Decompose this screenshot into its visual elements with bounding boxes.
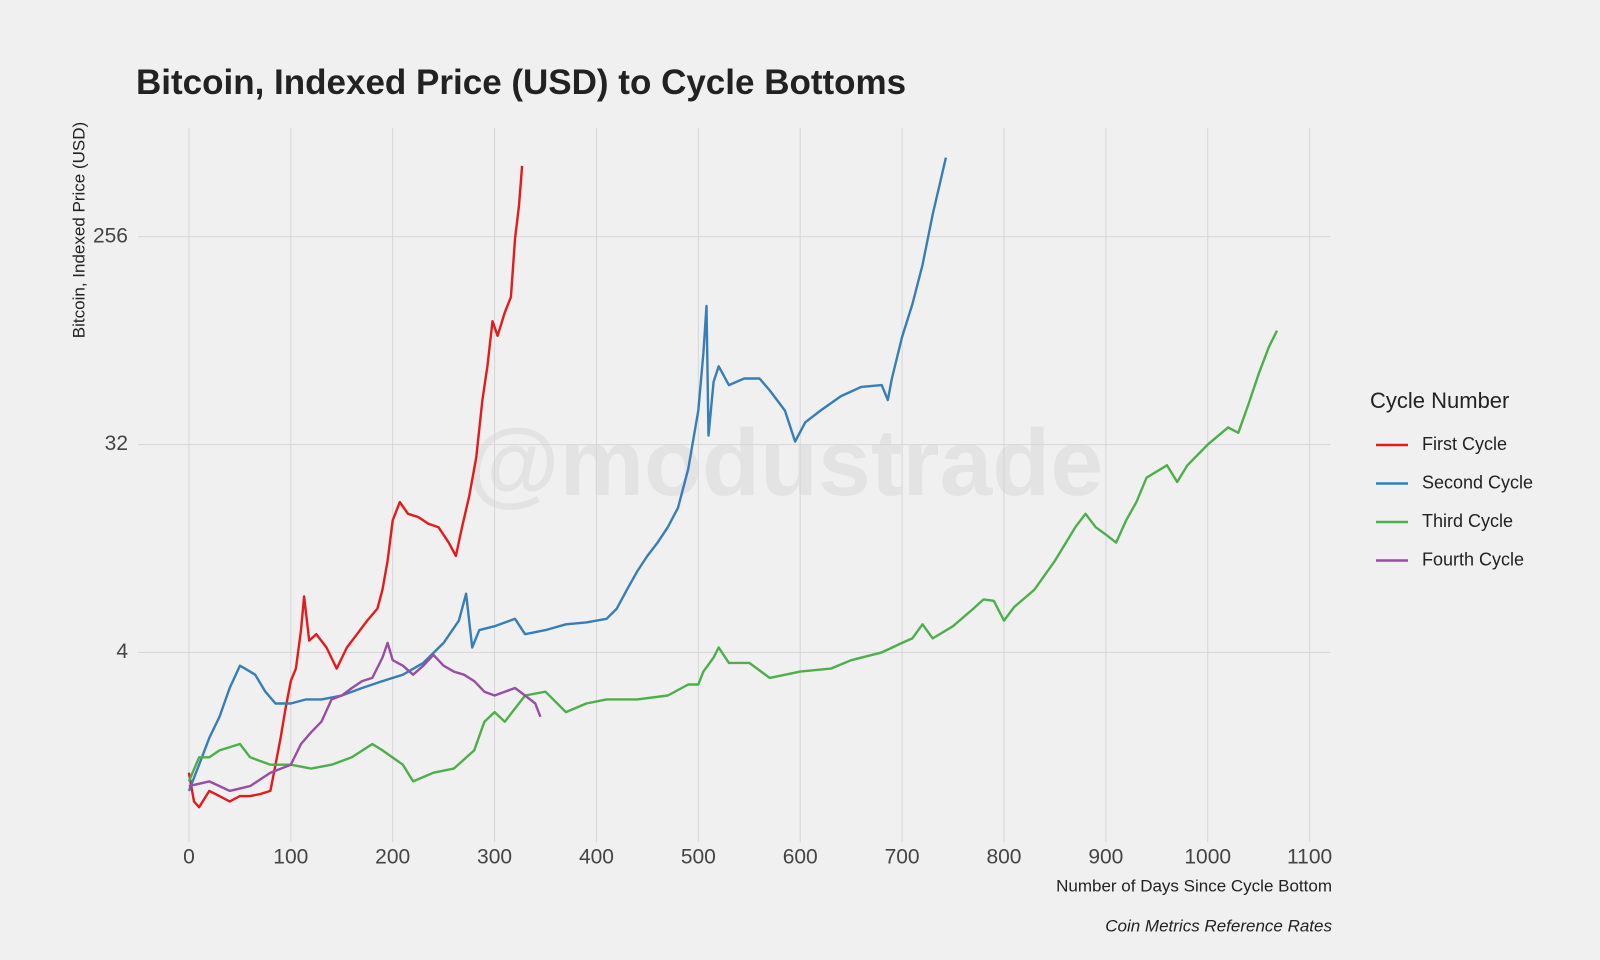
chart-title: Bitcoin, Indexed Price (USD) to Cycle Bo… [136, 63, 906, 102]
legend-label: Second Cycle [1422, 472, 1533, 492]
legend-label: Third Cycle [1422, 511, 1513, 531]
x-tick-label: 1000 [1184, 846, 1231, 869]
x-tick-label: 500 [681, 846, 716, 869]
y-tick-label: 32 [105, 432, 128, 455]
series-line [188, 641, 542, 793]
series-line [187, 165, 524, 809]
x-tick-label: 100 [273, 846, 308, 869]
x-tick-label: 800 [986, 846, 1021, 869]
legend-label: Fourth Cycle [1422, 549, 1524, 569]
x-tick-label: 1100 [1287, 846, 1332, 869]
y-axis-label: Bitcoin, Indexed Price (USD) [69, 122, 88, 338]
caption: Coin Metrics Reference Rates [1105, 916, 1332, 935]
legend-title: Cycle Number [1370, 388, 1509, 413]
x-tick-label: 0 [183, 846, 195, 869]
y-tick-label: 256 [93, 224, 128, 247]
x-tick-label: 900 [1088, 846, 1123, 869]
series-line [187, 330, 1279, 783]
x-tick-label: 200 [375, 846, 410, 869]
series-line [187, 157, 948, 792]
y-tick-label: 4 [116, 640, 128, 663]
x-tick-label: 600 [783, 846, 818, 869]
legend-label: First Cycle [1422, 434, 1507, 454]
x-tick-label: 400 [579, 846, 614, 869]
watermark: @modustrade [467, 410, 1103, 516]
x-tick-label: 300 [477, 846, 512, 869]
x-axis-label: Number of Days Since Cycle Bottom [1056, 876, 1332, 895]
x-tick-label: 700 [885, 846, 920, 869]
